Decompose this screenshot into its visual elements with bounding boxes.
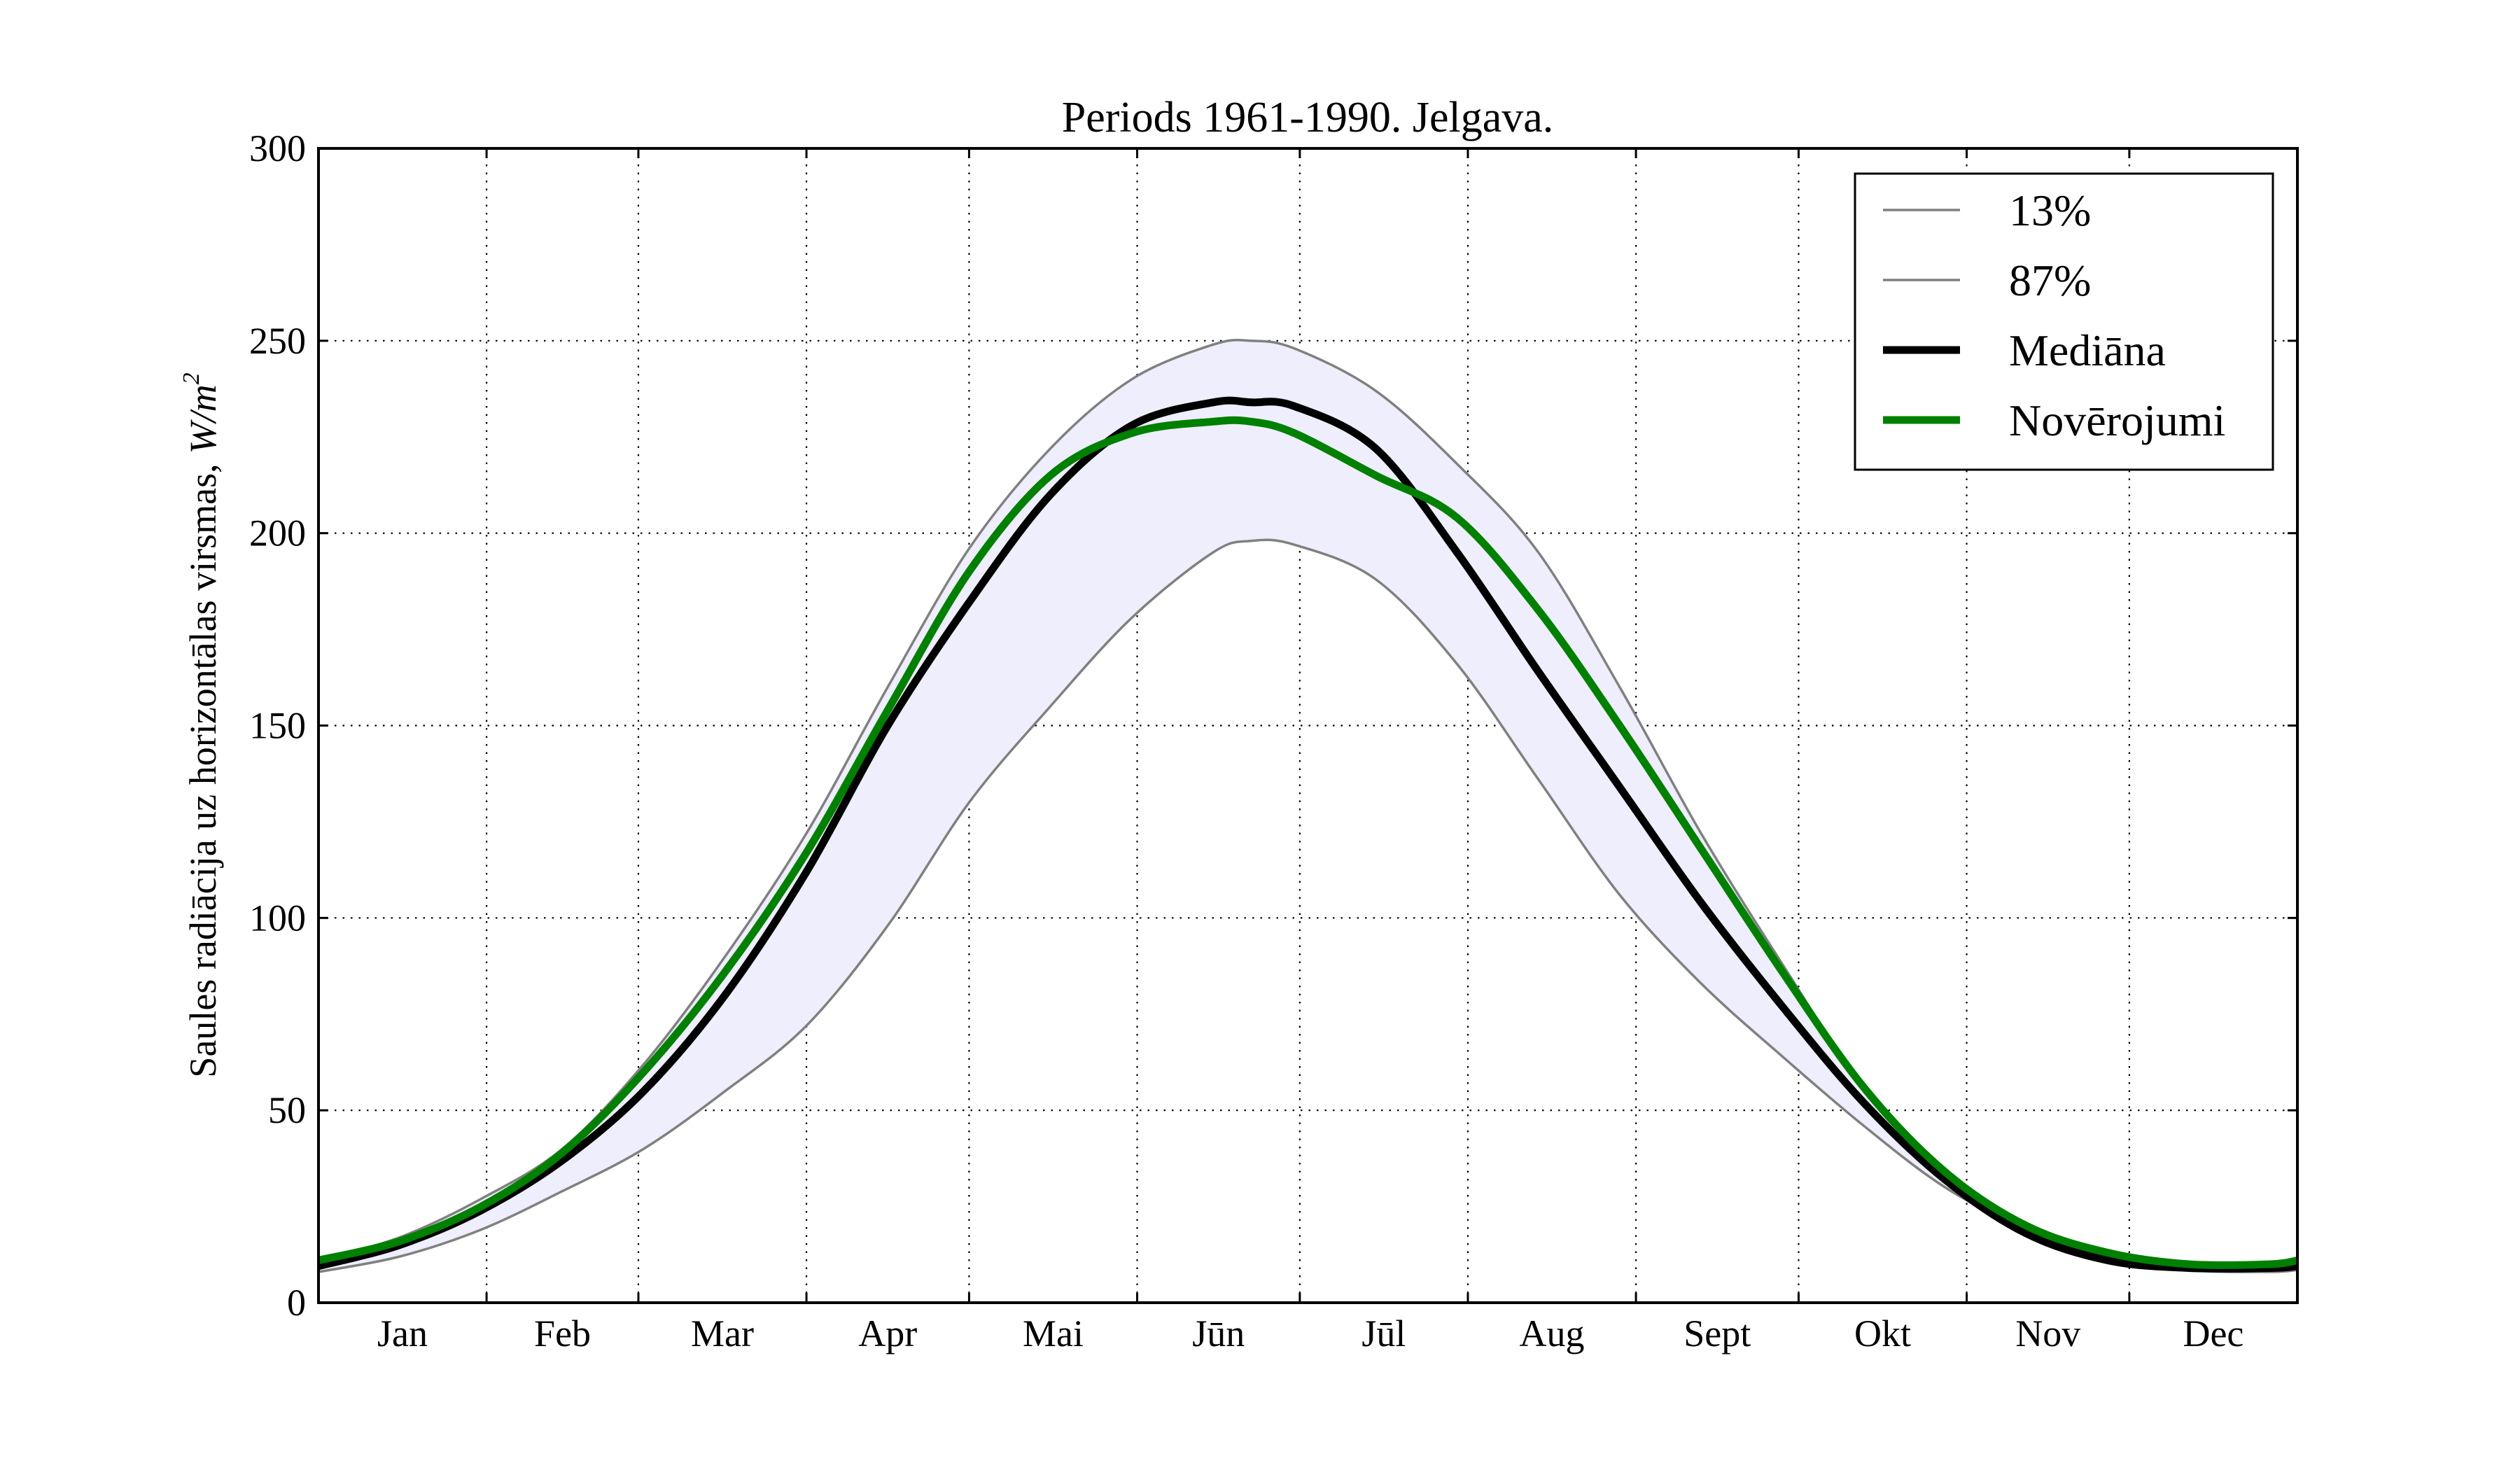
x-tick-label: Sept <box>1684 1312 1751 1354</box>
x-tick-label: Aug <box>1520 1312 1585 1354</box>
y-tick-label: 250 <box>249 320 306 362</box>
percentile-band <box>318 340 2297 1273</box>
x-tick-label: Mar <box>691 1312 754 1354</box>
series-line-medina <box>317 396 2298 1273</box>
series-line-13 <box>318 538 2298 1273</box>
legend-label: Mediāna <box>2009 326 2166 375</box>
legend: 13% 87% Mediāna Novērojumi <box>1854 172 2274 471</box>
y-tick-label: 300 <box>249 127 306 169</box>
y-axis-label: Saules radiācija uz horizontālas virsmas… <box>178 372 224 1077</box>
x-tick-label: Nov <box>2015 1312 2080 1354</box>
tick-labels: 0 50 100 150 200 250 300 Jan Feb Mar Apr Mai Jūn Jūl A… <box>249 127 2244 1354</box>
x-tick-label: Jan <box>377 1312 428 1354</box>
x-tick-label: Okt <box>1854 1312 1911 1354</box>
y-tick-label: 50 <box>268 1089 306 1131</box>
y-tick-label: 100 <box>249 897 306 939</box>
x-tick-label: Jūl <box>1362 1312 1406 1354</box>
legend-label: 87% <box>2009 255 2091 305</box>
x-tick-label: Feb <box>534 1312 591 1354</box>
y-axis-label-text: Saules radiācija uz horizontālas virsmas… <box>182 463 224 1077</box>
x-tick-label: Dec <box>2183 1312 2244 1354</box>
legend-label: Novērojumi <box>2009 396 2225 445</box>
y-axis-label-sup: 2 <box>178 372 204 384</box>
chart-title: Periods 1961-1990. Jelgava. <box>1062 94 1554 141</box>
x-tick-label: Apr <box>858 1312 917 1354</box>
series-line-novrojumi <box>317 416 2299 1269</box>
series-layer <box>317 338 2299 1273</box>
y-tick-label: 0 <box>287 1282 306 1324</box>
y-tick-label: 200 <box>249 512 306 554</box>
x-tick-label: Jūn <box>1192 1312 1245 1354</box>
y-axis-label-unit: W/m <box>182 384 224 454</box>
x-tick-label: Mai <box>1023 1312 1084 1354</box>
y-tick-label: 150 <box>249 705 306 747</box>
legend-label: 13% <box>2009 186 2091 235</box>
tick-marks <box>318 147 2297 1304</box>
